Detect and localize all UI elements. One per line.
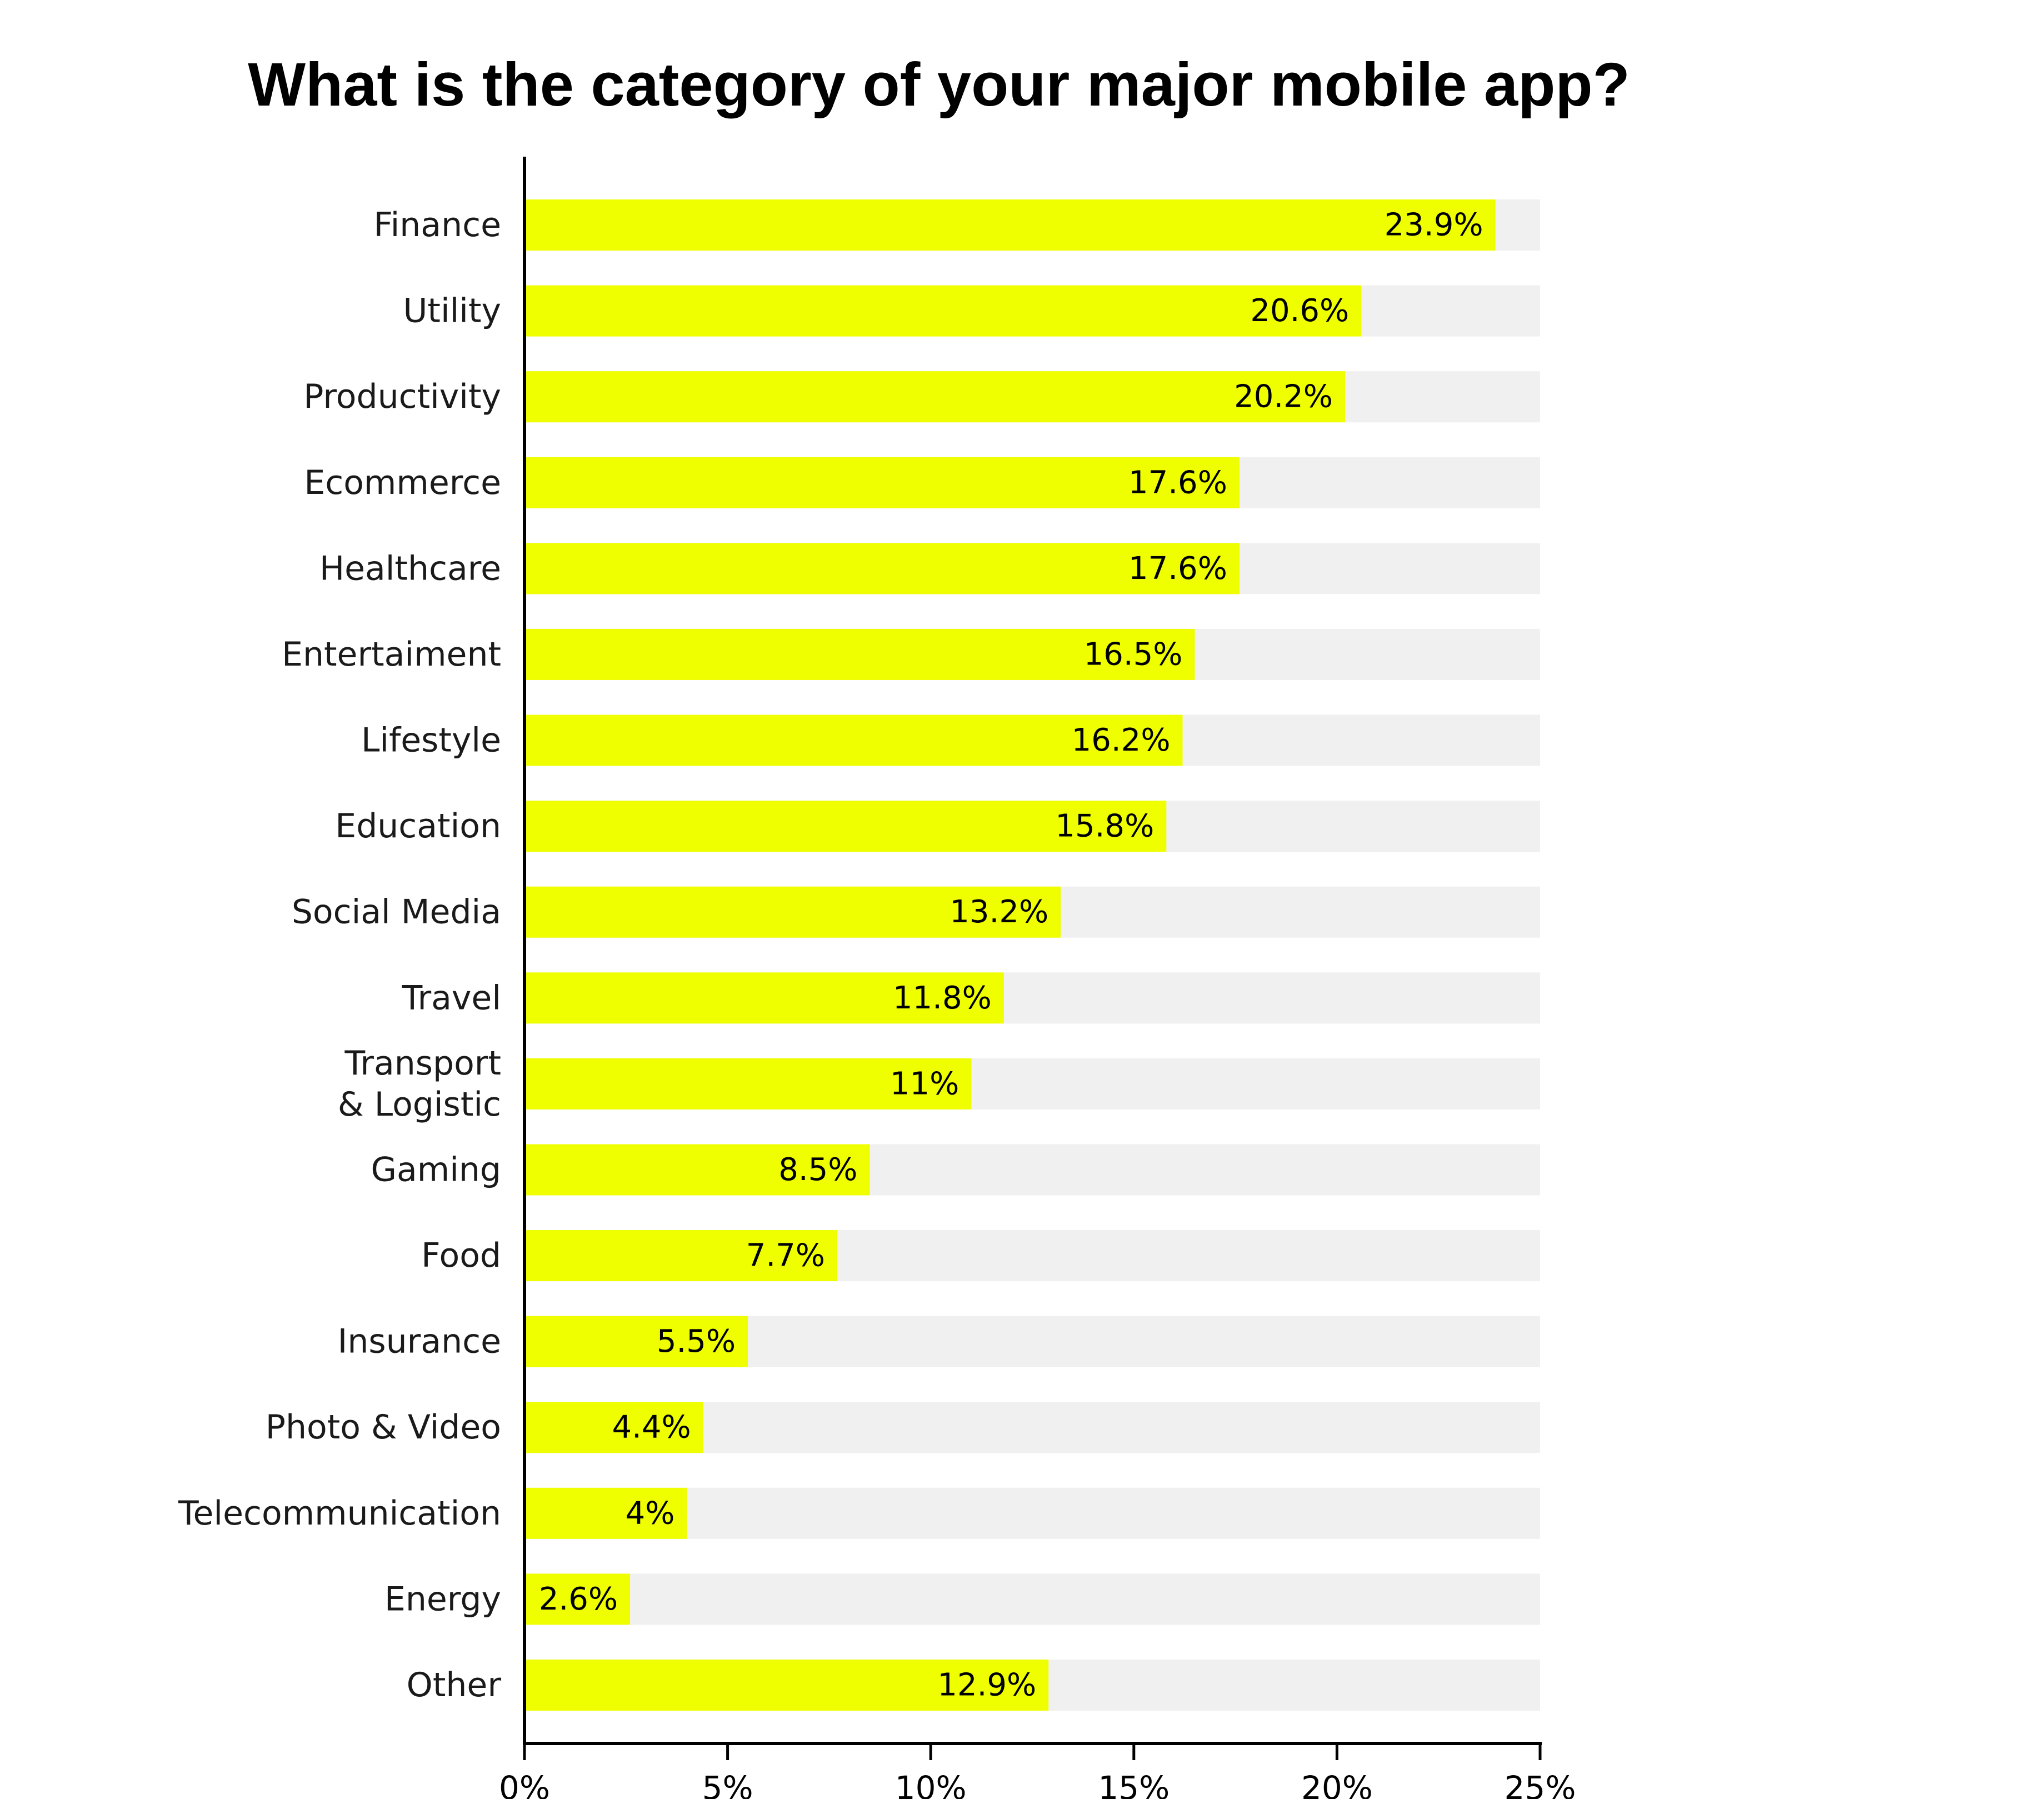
value-label: 8.5% [778,1152,857,1188]
value-label: 16.5% [1084,636,1183,672]
chart-title: What is the category of your major mobil… [248,51,1630,119]
value-label: 11% [890,1066,959,1102]
category-label: Utility [403,292,501,331]
bar [524,714,1183,766]
axes [523,157,1542,1745]
bar [524,628,1195,680]
x-ticks: 0% 5% 10% 15% 20% 25% [499,1743,1576,1799]
bar [524,1402,703,1453]
category-label: Travel [402,978,501,1017]
bar [524,543,1240,594]
bar-track [524,1573,1540,1625]
bar [524,1144,870,1196]
x-tick-label: 10% [895,1769,967,1799]
bar-tracks [524,199,1540,1711]
value-label: 17.6% [1128,551,1227,587]
category-label: Social Media [292,893,501,932]
value-label: 16.2% [1072,722,1171,758]
x-tick-label: 25% [1505,1769,1576,1799]
x-tick-label: 0% [499,1769,550,1799]
category-label: Photo & Video [266,1408,501,1447]
value-label: 5.5% [657,1323,736,1360]
category-label: Lifestyle [361,721,501,760]
bar [524,1316,748,1367]
category-label: Gaming [371,1150,502,1189]
category-labels: Finance Utility Productivity Ecommerce Healt… [178,206,501,1705]
value-label: 4.4% [612,1410,691,1446]
value-label: 13.2% [949,894,1048,930]
category-label: Other [407,1666,502,1705]
x-tick-label: 15% [1098,1769,1170,1799]
bar [524,1573,631,1625]
category-label: Transport & Logistic [338,1044,501,1124]
category-label: Entertaiment [282,635,501,674]
category-label: Energy [384,1580,501,1618]
value-label: 20.2% [1234,379,1333,415]
value-label: 17.6% [1128,464,1227,501]
category-label: Productivity [303,377,501,416]
bar [524,371,1346,423]
x-tick-label: 20% [1301,1769,1373,1799]
bar-track [524,1487,1540,1539]
category-label: Insurance [338,1322,501,1361]
category-label: Finance [373,206,501,244]
category-label: Food [421,1236,501,1275]
value-labels: 23.9% 20.6% 20.2% 17.6% 17.6% 16.5% 16.2% 15.8%… [539,207,1483,1703]
bar [524,1487,687,1539]
bar [524,801,1167,852]
value-label: 2.6% [539,1581,618,1617]
bar [524,972,1004,1024]
bar [524,1230,838,1282]
category-label: Healthcare [319,549,501,588]
value-label: 20.6% [1250,293,1349,329]
value-label: 4% [626,1495,675,1531]
bar [524,285,1362,337]
bars [524,199,1496,1711]
x-tick-label: 5% [702,1769,753,1799]
bar [524,199,1496,251]
value-label: 11.8% [893,980,992,1016]
value-label: 23.9% [1385,207,1483,243]
bar [524,1058,972,1110]
category-label: Telecommunication [178,1494,501,1533]
bar [524,886,1061,938]
category-label: Ecommerce [304,463,501,502]
value-label: 15.8% [1055,808,1154,844]
category-label: Education [335,807,501,846]
bar [524,457,1240,508]
value-label: 7.7% [746,1238,825,1274]
bar [524,1660,1049,1711]
value-label: 12.9% [937,1667,1036,1703]
